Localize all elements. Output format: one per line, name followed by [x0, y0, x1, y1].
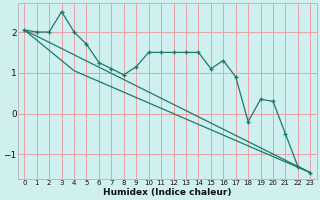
X-axis label: Humidex (Indice chaleur): Humidex (Indice chaleur) [103, 188, 232, 197]
